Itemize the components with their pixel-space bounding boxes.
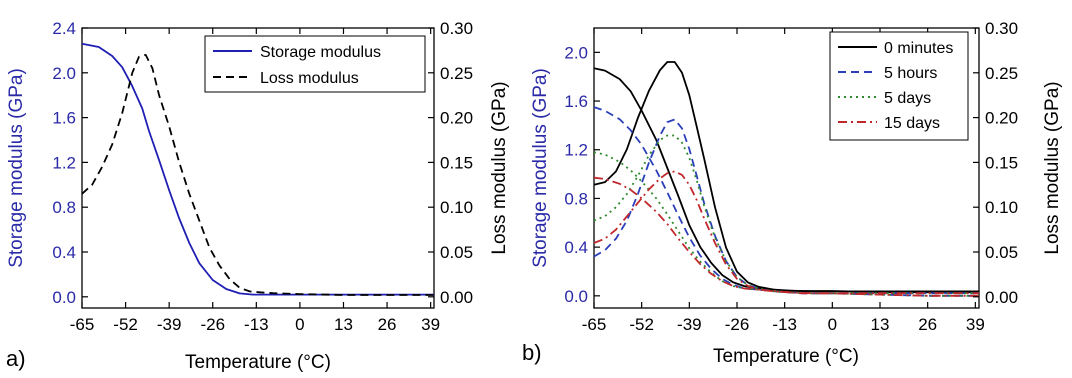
loss-line-15-days (593, 170, 979, 295)
legend-label: 5 hours (884, 65, 937, 82)
panel-b-y-right-tick-label: 0.05 (985, 243, 1018, 262)
legend-label: Storage modulus (260, 44, 381, 61)
panel-b-y-right-tick-label: 0.10 (985, 198, 1018, 217)
panel-a-plot-area (81, 42, 434, 296)
loss-line-0-minutes (593, 61, 979, 293)
panel-a-y-right-tick-label: 0.10 (440, 198, 473, 217)
loss-line-5-days (593, 134, 979, 295)
panel-b-x-tick-label: 39 (966, 315, 985, 334)
panel-a-y-right-tick-label: 0.05 (440, 243, 473, 262)
panel-a-ticks: -65 -52 -39 -26 -13 0 13 26 39 0.0 0.4 0.8 1.2 1.6 2.0… (52, 19, 473, 334)
panel-b-y-tick-label: 2.0 (564, 43, 588, 62)
panel-b-y-tick-label: 1.2 (564, 141, 588, 160)
panel-b-y-right-axis-title: Loss modulus (GPa) (1042, 81, 1063, 254)
panel-a-x-axis-title: Temperature (°C) (185, 352, 331, 373)
panel-a-x-tick-label: -13 (244, 315, 269, 334)
panel-b-ticks: -65 -52 -39 -26 -13 0 13 26 39 0.0 0.4 0.8 1.2 1.6 2.0… (564, 19, 1018, 334)
panel-b-label: b) (522, 340, 542, 365)
loss-line-5-hours (593, 118, 979, 295)
panel-b: -65 -52 -39 -26 -13 0 13 26 39 0.0 0.4 0.8 1.2 1.6 2.0… (522, 19, 1063, 367)
legend-label: Loss modulus (260, 70, 359, 87)
panel-b-x-tick-label: 26 (918, 315, 937, 334)
panel-a-y-tick-label: 0.0 (52, 288, 76, 307)
panel-b-frame (593, 27, 980, 309)
panel-a-legend-box (204, 35, 426, 93)
panel-b-y-right-tick-label: 0.00 (985, 288, 1018, 307)
panel-a-label: a) (6, 346, 26, 371)
panel-b-y-axis-title: Storage modulus (GPa) (530, 68, 551, 268)
panel-a-y-right-tick-label: 0.15 (440, 153, 473, 172)
panel-a: -65 -52 -39 -26 -13 0 13 26 39 0.0 0.4 0.8 1.2 1.6 2.0… (6, 19, 510, 373)
panel-b-x-axis-title: Temperature (°C) (713, 346, 859, 367)
panel-b-x-tick-label: 13 (871, 315, 890, 334)
panel-b-y-right-tick-label: 0.30 (985, 19, 1018, 38)
panel-a-y-tick-label: 1.6 (52, 109, 76, 128)
panel-a-y-right-tick-label: 0.00 (440, 288, 473, 307)
panel-a-x-tick-label: -52 (113, 315, 138, 334)
panel-a-x-tick-label: 13 (334, 315, 353, 334)
panel-b-x-tick-label: 0 (828, 315, 837, 334)
panel-a-x-tick-label: 26 (378, 315, 397, 334)
panel-b-y-tick-label: 0.4 (564, 238, 588, 257)
panel-a-legend: Storage modulus Loss modulus (204, 35, 426, 93)
panel-a-y-right-tick-label: 0.25 (440, 64, 473, 83)
panel-a-frame (81, 27, 435, 309)
panel-b-plot-area (593, 61, 979, 297)
panel-b-x-tick-label: -13 (772, 315, 797, 334)
panel-a-x-tick-label: -65 (70, 315, 95, 334)
storage-line-15-days (593, 176, 979, 297)
series-line-loss-modulus (81, 54, 434, 296)
panel-a-y-tick-label: 2.4 (52, 19, 76, 38)
panel-a-y-axis-title: Storage modulus (GPa) (6, 68, 27, 268)
panel-a-y-tick-label: 0.4 (52, 243, 76, 262)
panel-a-y-tick-label: 1.2 (52, 153, 76, 172)
panel-a-x-tick-label: 0 (295, 315, 304, 334)
storage-line-5-days (593, 151, 979, 297)
panel-a-y-right-tick-label: 0.20 (440, 109, 473, 128)
panel-b-x-tick-label: -39 (677, 315, 702, 334)
panel-b-x-tick-label: -26 (725, 315, 750, 334)
panel-b-legend: 0 minutes 5 hours 5 days 15 days (829, 31, 969, 141)
panel-a-y-right-tick-label: 0.30 (440, 19, 473, 38)
legend-label: 15 days (884, 115, 940, 132)
panel-b-y-tick-label: 0.0 (564, 287, 588, 306)
panel-b-y-right-tick-label: 0.25 (985, 64, 1018, 83)
panel-b-y-tick-label: 0.8 (564, 189, 588, 208)
panel-a-y-right-axis-title: Loss modulus (GPa) (489, 81, 510, 254)
legend-label: 5 days (884, 90, 931, 107)
panel-b-y-tick-label: 1.6 (564, 92, 588, 111)
panel-b-y-right-tick-label: 0.20 (985, 109, 1018, 128)
panel-b-x-tick-label: -65 (582, 315, 607, 334)
legend-label: 0 minutes (884, 40, 953, 57)
panel-b-x-tick-label: -52 (629, 315, 654, 334)
panel-a-x-tick-label: -39 (157, 315, 182, 334)
panel-a-y-tick-label: 0.8 (52, 198, 76, 217)
panel-b-y-right-tick-label: 0.15 (985, 153, 1018, 172)
panel-a-y-tick-label: 2.0 (52, 64, 76, 83)
panel-a-x-tick-label: 39 (421, 315, 440, 334)
panel-a-x-tick-label: -26 (200, 315, 225, 334)
